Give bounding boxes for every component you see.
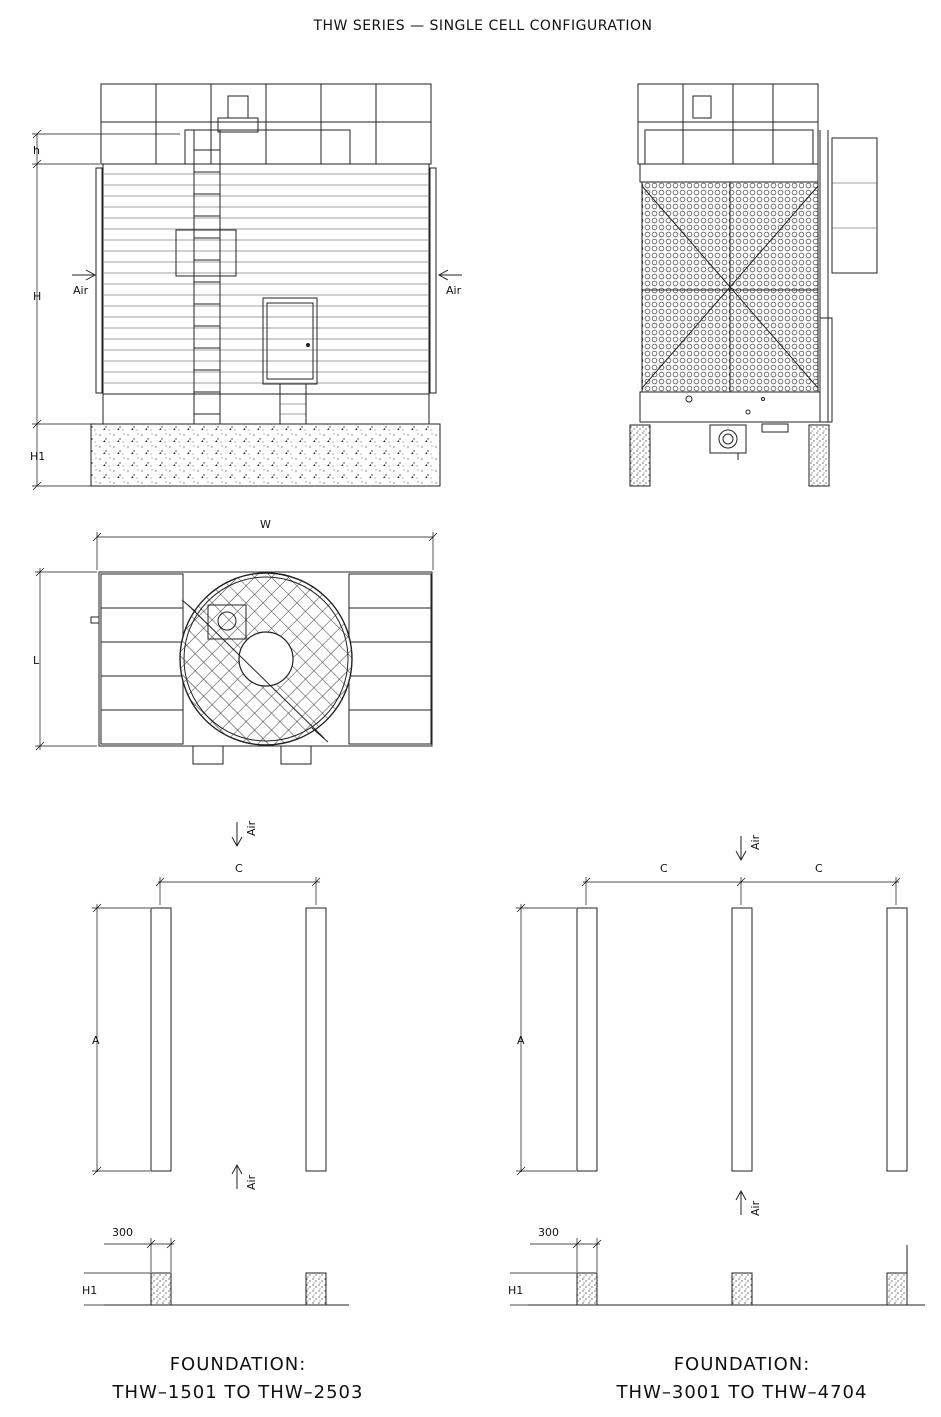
dim-label-C2-right: C xyxy=(815,862,823,875)
front-view: h H H1 Air Air xyxy=(30,83,462,491)
casing xyxy=(102,163,430,395)
dimension-width xyxy=(92,532,438,570)
air-arrow-right xyxy=(437,269,462,281)
foundation-beam-right-1 xyxy=(576,907,598,1172)
air-label-top-left: Air xyxy=(245,820,258,836)
pier-section-right-1 xyxy=(576,1272,598,1306)
air-label-bottom-right: Air xyxy=(749,1200,762,1216)
concrete-foundation xyxy=(90,423,441,487)
dim-label-L: L xyxy=(33,654,40,667)
dimension-height xyxy=(32,129,180,491)
air-arrow-top-right xyxy=(735,836,747,862)
caption-right-line1: FOUNDATION: xyxy=(674,1354,811,1375)
dim-label-W: W xyxy=(260,518,271,531)
dim-label-C-left: C xyxy=(235,862,243,875)
dim-label-H: H xyxy=(33,290,41,303)
foundation-beam-left-2 xyxy=(305,907,327,1172)
fan-motor xyxy=(227,95,249,119)
foundation-beam-right-2 xyxy=(731,907,753,1172)
handrail xyxy=(100,83,432,165)
ladder xyxy=(175,130,237,424)
caption-right-line2: THW–3001 TO THW–4704 xyxy=(616,1382,868,1403)
dim-label-H1-left: H1 xyxy=(82,1284,97,1297)
plan-outline xyxy=(98,571,433,747)
dim-label-300-left: 300 xyxy=(112,1226,133,1239)
dim-label-A-right: A xyxy=(517,1034,525,1047)
air-arrow-top-left xyxy=(231,822,243,848)
side-stair xyxy=(819,130,878,423)
air-label-bottom-left: Air xyxy=(245,1174,258,1190)
pier-section-right-3 xyxy=(886,1272,908,1306)
side-view xyxy=(629,83,878,487)
dim-label-300-right: 300 xyxy=(538,1226,559,1239)
dim-label-H1-right: H1 xyxy=(508,1284,523,1297)
air-arrow-bottom-right xyxy=(735,1189,747,1215)
fan-hub xyxy=(238,631,294,687)
foundation-beam-left-1 xyxy=(150,907,172,1172)
dimension-length xyxy=(35,567,97,751)
caption-left-line2: THW–1501 TO THW–2503 xyxy=(112,1382,364,1403)
air-label-top-right: Air xyxy=(749,834,762,850)
foundation-section-left: 300 H1 xyxy=(82,1226,349,1306)
air-arrow-bottom-left xyxy=(231,1163,243,1189)
dim-label-C1-right: C xyxy=(660,862,668,875)
air-arrow-left xyxy=(72,269,97,281)
side-pier-right xyxy=(808,424,830,487)
foundation-section-right: 300 H1 xyxy=(508,1226,925,1306)
pier-section-left-1 xyxy=(150,1272,172,1306)
pier-section-left-2 xyxy=(305,1272,327,1306)
dim-label-A-left: A xyxy=(92,1034,100,1047)
cold-water-basin xyxy=(102,393,430,425)
foundation-plan-right: Air C C A Air xyxy=(516,834,908,1216)
foundation-plan-left: Air C A Air xyxy=(92,820,327,1190)
air-label-left: Air xyxy=(73,284,89,297)
pier-section-right-2 xyxy=(731,1272,753,1306)
air-label-right: Air xyxy=(446,284,462,297)
dim-label-H1: H1 xyxy=(30,450,45,463)
drawing-title: THW SERIES — SINGLE CELL CONFIGURATION xyxy=(312,18,652,34)
side-pier-left xyxy=(629,424,651,487)
side-handrail xyxy=(637,83,819,165)
foundation-beam-right-3 xyxy=(886,907,908,1172)
dim-label-h: h xyxy=(33,144,40,157)
caption-left-line1: FOUNDATION: xyxy=(170,1354,307,1375)
plan-view: W L xyxy=(33,518,438,765)
